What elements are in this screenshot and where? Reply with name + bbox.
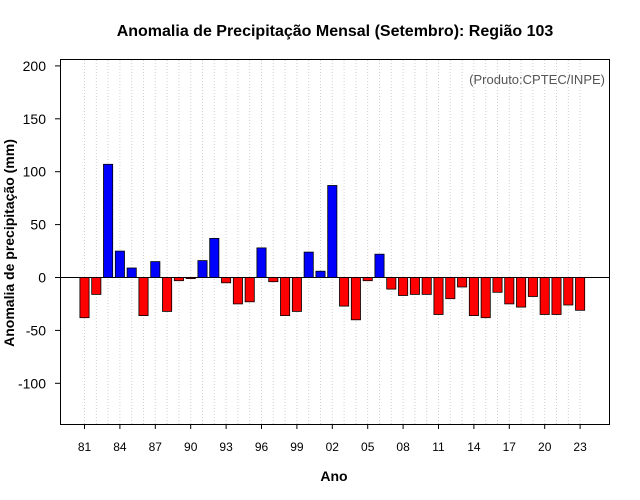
bar-2021 — [551, 277, 562, 315]
bar-1991 — [197, 260, 208, 278]
bars — [79, 163, 586, 321]
x-tick-label: 93 — [219, 440, 233, 454]
y-tick-label: -50 — [26, 322, 46, 338]
bar-1992 — [209, 237, 220, 278]
x-tick-label: 20 — [538, 440, 552, 454]
bar-2020 — [539, 277, 550, 315]
x-tick-label: 11 — [432, 440, 445, 454]
y-tick-label: -100 — [18, 375, 46, 391]
x-tick-label: 02 — [326, 440, 340, 454]
x-axis: 81 84 87 90 93 96 99 02 05 08 11 14 17 20 23 — [78, 424, 587, 454]
bar-2018 — [516, 277, 527, 308]
y-tick-label: 0 — [38, 270, 46, 286]
y-tick-label: 200 — [23, 58, 47, 74]
bar-2017 — [504, 277, 515, 305]
x-tick-label: 08 — [396, 440, 410, 454]
x-axis-label: Ano — [320, 468, 347, 484]
bar-2002 — [327, 185, 338, 278]
vertical-grid — [84, 60, 581, 424]
y-axis: -100 -50 0 50 100 150 200 — [18, 58, 60, 391]
bar-1993 — [221, 277, 232, 284]
bar-2001 — [315, 270, 326, 278]
bar-1988 — [162, 277, 173, 312]
bar-2000 — [303, 251, 314, 278]
bar-2022 — [563, 277, 574, 306]
x-tick-label: 17 — [503, 440, 517, 454]
x-tick-label: 96 — [255, 440, 269, 454]
y-tick-label: 50 — [30, 217, 46, 233]
bar-2011 — [433, 277, 444, 315]
x-tick-label: 87 — [149, 440, 163, 454]
bar-2009 — [409, 277, 420, 295]
bar-1994 — [232, 277, 243, 305]
plot-frame — [60, 59, 610, 425]
bar-2013 — [457, 277, 468, 288]
x-tick-label: 99 — [290, 440, 304, 454]
bar-2005 — [362, 277, 373, 282]
y-axis-label: Anomalia de precipitação (mm) — [1, 139, 17, 347]
bar-2003 — [339, 277, 350, 307]
bar-1990 — [185, 277, 196, 280]
bar-2006 — [374, 253, 385, 278]
bar-2004 — [350, 277, 361, 321]
chart-title: Anomalia de Precipitação Mensal (Setembr… — [117, 23, 554, 40]
bar-2015 — [480, 277, 491, 319]
bar-2016 — [492, 277, 503, 293]
bar-1986 — [138, 277, 149, 316]
bar-2008 — [398, 277, 409, 296]
bar-1997 — [268, 277, 279, 283]
y-tick-label: 100 — [23, 164, 47, 180]
x-tick-label: 05 — [361, 440, 375, 454]
bar-1995 — [244, 277, 255, 303]
bar-2010 — [421, 277, 432, 295]
credit-text: (Produto:CPTEC/INPE) — [469, 72, 605, 87]
x-tick-label: 90 — [184, 440, 198, 454]
bar-2019 — [527, 277, 538, 297]
bar-1985 — [126, 267, 137, 278]
x-tick-label: 84 — [113, 440, 127, 454]
bar-1999 — [291, 277, 302, 312]
bar-1998 — [280, 277, 291, 316]
bar-2012 — [445, 277, 456, 300]
x-tick-label: 14 — [467, 440, 481, 454]
bar-1984 — [114, 250, 125, 278]
bar-1982 — [91, 277, 102, 295]
bar-1989 — [173, 277, 184, 282]
x-tick-label: 81 — [78, 440, 92, 454]
x-tick-label: 23 — [573, 440, 587, 454]
bar-1987 — [150, 261, 161, 278]
y-tick-label: 150 — [23, 111, 47, 127]
bar-1981 — [79, 277, 90, 319]
bar-2007 — [386, 277, 397, 290]
bar-2014 — [468, 277, 479, 316]
bar-1996 — [256, 247, 267, 278]
bar-2023 — [575, 277, 586, 311]
bar-1983 — [103, 163, 114, 278]
